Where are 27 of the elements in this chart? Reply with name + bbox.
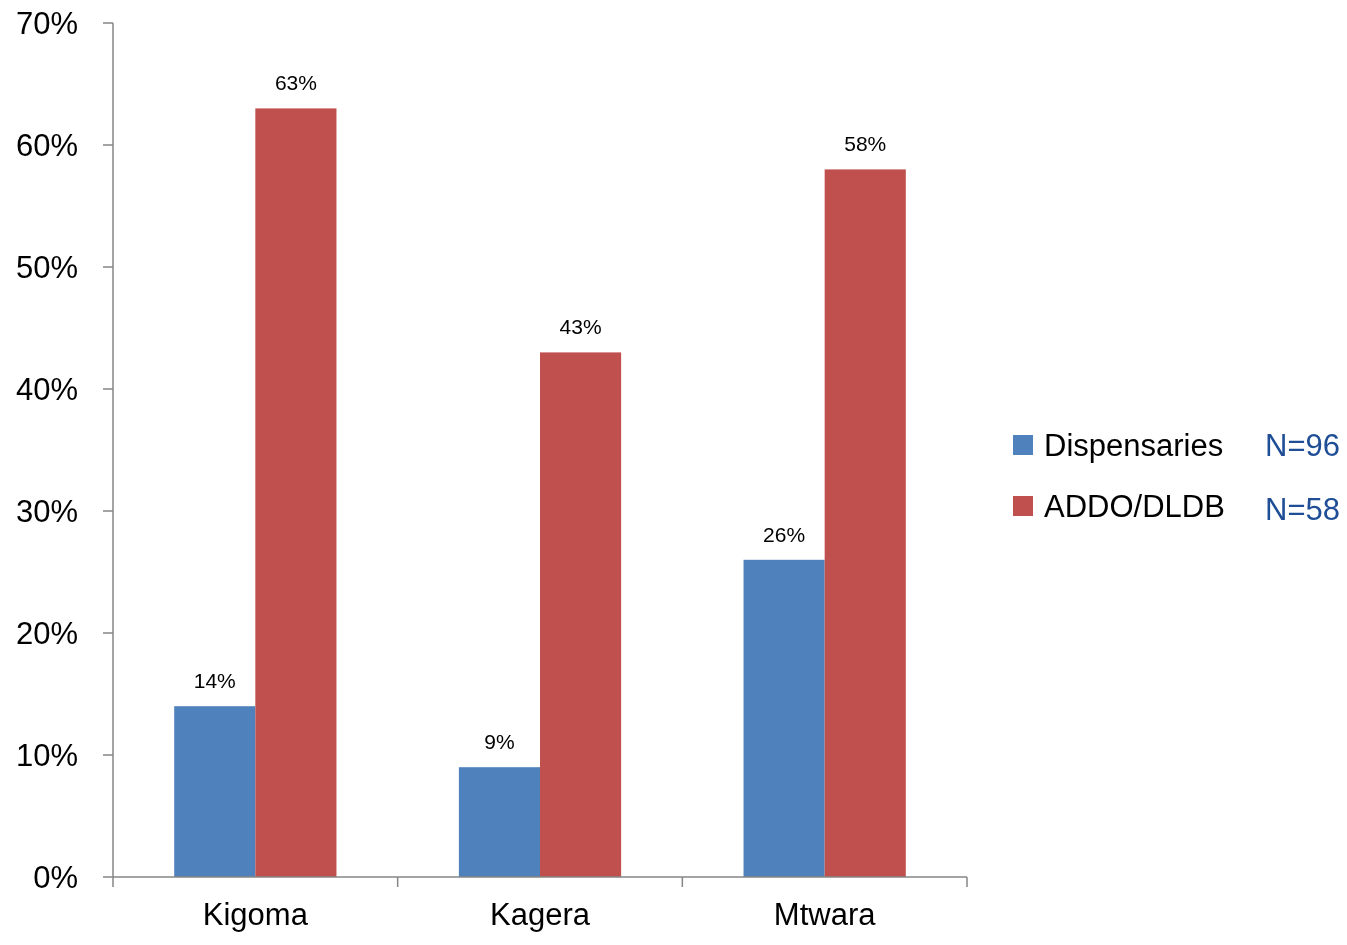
data-label: 14% <box>193 669 236 693</box>
y-tick-label: 40% <box>15 371 78 407</box>
bar <box>174 706 256 877</box>
y-tick-label: 50% <box>15 249 78 285</box>
data-label: 43% <box>559 315 602 339</box>
x-tick-label: Kagera <box>490 897 591 932</box>
x-tick-label: Mtwara <box>773 897 877 932</box>
bar <box>540 352 622 877</box>
y-tick-label: 30% <box>15 493 78 529</box>
bar <box>255 108 337 877</box>
bar <box>458 767 540 877</box>
y-tick-label: 70% <box>15 5 78 41</box>
bar <box>743 559 825 877</box>
legend-label: ADDO/DLDB <box>1044 488 1225 524</box>
y-tick-label: 20% <box>15 615 78 651</box>
data-label: 63% <box>274 71 317 95</box>
text: N=58 <box>1265 491 1340 527</box>
legend-label: Dispensaries <box>1044 427 1224 463</box>
data-label: 26% <box>763 522 806 546</box>
y-tick-label: 10% <box>15 737 78 773</box>
data-label: 9% <box>484 730 515 754</box>
y-tick-label: 0% <box>33 859 78 895</box>
x-tick-label: Kigoma <box>202 897 309 932</box>
text: N=96 <box>1265 427 1340 463</box>
y-tick-label: 60% <box>15 127 78 163</box>
data-label: 58% <box>844 132 887 156</box>
bar <box>824 169 906 877</box>
